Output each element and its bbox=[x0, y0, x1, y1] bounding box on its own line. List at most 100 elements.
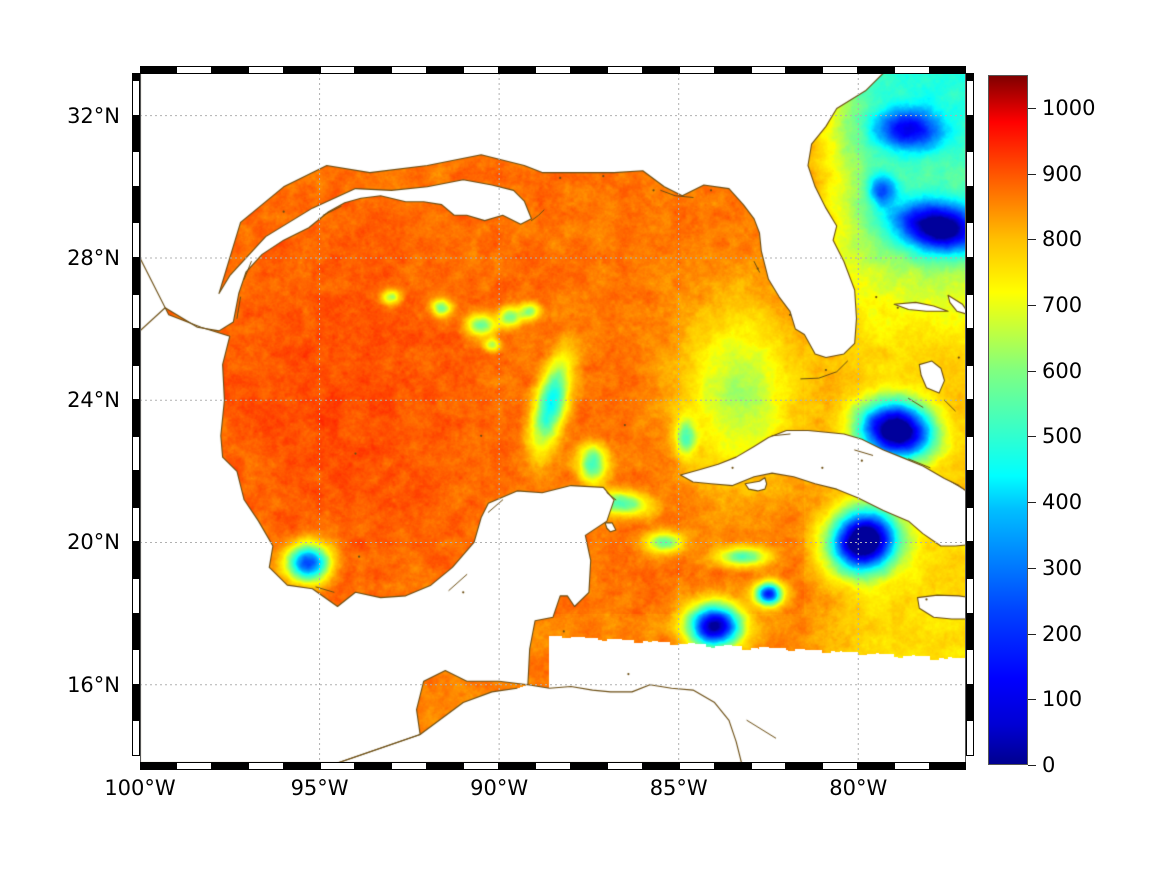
colorbar-gradient bbox=[988, 75, 1028, 765]
colorbar-tick-mark bbox=[1028, 370, 1036, 372]
map-border-segment bbox=[132, 435, 140, 472]
map-border-segment bbox=[966, 222, 974, 258]
map-border-segment bbox=[211, 762, 248, 770]
latitude-tick-label: 28°N bbox=[67, 245, 120, 270]
colorbar-tick-mark bbox=[1028, 173, 1036, 175]
colorbar-tick-mark bbox=[1028, 633, 1036, 635]
latitude-tick-label: 20°N bbox=[67, 530, 120, 555]
map-border-segment bbox=[535, 762, 571, 770]
map-border-segment bbox=[132, 329, 140, 365]
colorbar-tick-label: 500 bbox=[1042, 424, 1083, 449]
latitude-tick-label: 32°N bbox=[67, 103, 120, 128]
map-border-segment bbox=[966, 364, 974, 401]
colorbar-tick-mark bbox=[1028, 107, 1036, 109]
map-border-segment bbox=[132, 684, 140, 721]
map-border-segment bbox=[930, 762, 966, 770]
map-border-segment bbox=[714, 762, 751, 770]
longitude-tick-label: 85°W bbox=[649, 776, 708, 800]
map-border-segment bbox=[894, 762, 931, 770]
colorbar-tick-mark bbox=[1028, 699, 1036, 701]
colorbar-tick-label: 100 bbox=[1042, 687, 1083, 712]
map-border-segment bbox=[140, 762, 176, 770]
colorbar-tick-mark bbox=[1028, 239, 1036, 241]
map-border-segment bbox=[132, 73, 140, 81]
map-border-segment bbox=[966, 649, 974, 685]
map-border-segment bbox=[966, 80, 974, 116]
map-border-segment bbox=[966, 613, 974, 650]
map-border-segment bbox=[391, 762, 428, 770]
map-border-segment bbox=[427, 762, 464, 770]
map-border-segment bbox=[642, 762, 679, 770]
colorbar-tick-label: 0 bbox=[1042, 753, 1056, 777]
map-border-segment bbox=[966, 293, 974, 330]
map-border-segment bbox=[132, 257, 140, 294]
map-border-segment bbox=[132, 186, 140, 223]
map-border-segment bbox=[966, 400, 974, 436]
map-border-segment bbox=[499, 762, 536, 770]
colorbar-tick-label: 600 bbox=[1042, 358, 1083, 383]
colorbar-tick-mark bbox=[1028, 765, 1036, 766]
map-border-segment bbox=[355, 762, 392, 770]
map-border-segment bbox=[678, 762, 715, 770]
map-border-segment bbox=[966, 435, 974, 472]
latitude-tick-label: 16°N bbox=[67, 672, 120, 697]
map-border-right bbox=[966, 73, 974, 763]
map-border-segment bbox=[132, 400, 140, 436]
map-border-segment bbox=[966, 257, 974, 294]
map-border-segment bbox=[786, 762, 823, 770]
longitude-tick-label: 80°W bbox=[829, 776, 888, 800]
map-border-segment bbox=[966, 578, 974, 614]
longitude-tick-label: 90°W bbox=[470, 776, 529, 800]
map-border-segment bbox=[132, 80, 140, 116]
colorbar[interactable]: 0 100 200 300 400 500 600 700 800 900 1000 bbox=[988, 75, 1095, 777]
colorbar-tick-label: 700 bbox=[1042, 293, 1083, 317]
map-border-segment bbox=[132, 293, 140, 330]
map-border-segment bbox=[966, 684, 974, 721]
map-border-segment bbox=[283, 762, 320, 770]
map-border-segment bbox=[132, 613, 140, 650]
longitude-tick-label: 100°W bbox=[104, 776, 176, 800]
map-border-segment bbox=[966, 542, 974, 579]
colorbar-tick-mark bbox=[1028, 436, 1036, 438]
map-border-segment bbox=[132, 578, 140, 614]
latitude-tick-label: 24°N bbox=[67, 388, 120, 413]
map-border-segment bbox=[132, 506, 140, 543]
map-border-segment bbox=[858, 762, 895, 770]
map-border-segment bbox=[132, 222, 140, 258]
map-border-segment bbox=[132, 364, 140, 401]
map-border-segment bbox=[966, 506, 974, 543]
map-raster-container bbox=[140, 73, 966, 763]
colorbar-tick-label: 400 bbox=[1042, 490, 1083, 515]
map-border-segment bbox=[132, 115, 140, 152]
colorbar-tick-mark bbox=[1028, 502, 1036, 504]
map-border-segment bbox=[247, 762, 284, 770]
map-border-segment bbox=[750, 762, 787, 770]
map-border-segment bbox=[132, 649, 140, 685]
map-border-segment bbox=[966, 186, 974, 223]
map-border-left bbox=[132, 73, 140, 763]
map-border-segment bbox=[966, 73, 974, 81]
map-border-segment bbox=[132, 720, 140, 756]
map-border-segment bbox=[966, 115, 974, 152]
map-border-segment bbox=[319, 762, 356, 770]
colorbar-tick-label: 800 bbox=[1042, 227, 1083, 252]
map-border-segment bbox=[966, 471, 974, 507]
map-border-segment bbox=[132, 542, 140, 579]
map-border-segment bbox=[570, 762, 607, 770]
map-border-segment bbox=[132, 151, 140, 187]
map-border-segment bbox=[175, 762, 212, 770]
colorbar-tick-label: 900 bbox=[1042, 161, 1083, 186]
colorbar-tick-label: 200 bbox=[1042, 621, 1083, 646]
colorbar-tick-label: 1000 bbox=[1042, 95, 1096, 120]
map-border-segment bbox=[606, 762, 643, 770]
heatmap-raster bbox=[140, 73, 966, 763]
map-axes[interactable] bbox=[140, 73, 966, 763]
map-border-segment bbox=[966, 151, 974, 187]
map-border-segment bbox=[132, 471, 140, 507]
map-border-segment bbox=[463, 762, 500, 770]
colorbar-tick-mark bbox=[1028, 567, 1036, 569]
colorbar-tick-label: 300 bbox=[1042, 555, 1083, 580]
colorbar-tick-mark bbox=[1028, 305, 1036, 306]
map-border-segment bbox=[132, 73, 140, 81]
